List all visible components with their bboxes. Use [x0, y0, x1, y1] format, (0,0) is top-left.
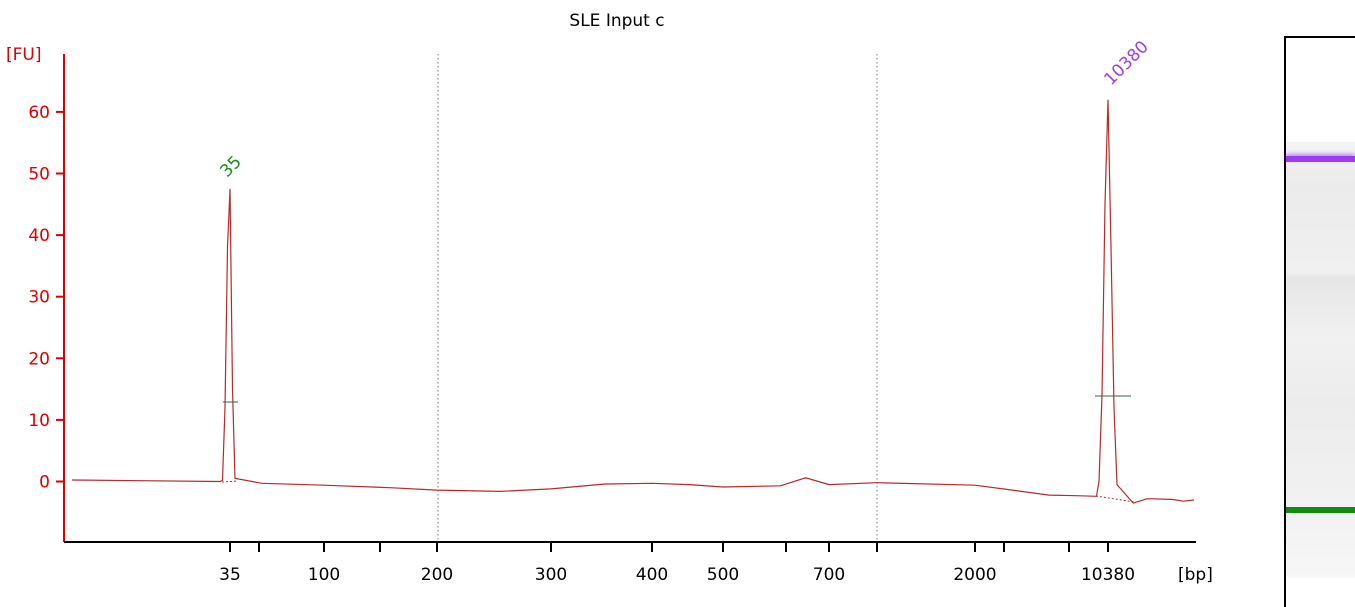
peaks: 35 10380 — [216, 37, 1153, 503]
x-tick-label: 300 — [535, 565, 567, 585]
peak-label-upper: 10380 — [1100, 37, 1152, 89]
x-tick-label: 10380 — [1081, 565, 1135, 585]
peak-label-lower: 35 — [216, 152, 245, 181]
y-tick-label: 0 — [39, 473, 50, 493]
x-tick-label: 500 — [707, 565, 739, 585]
x-axis-label: [bp] — [1178, 565, 1213, 585]
x-tick-label: 2000 — [953, 565, 996, 585]
gel-lane — [1286, 142, 1355, 578]
trace — [71, 99, 1195, 504]
y-tick-label: 20 — [28, 349, 50, 369]
y-axis-label: [FU] — [6, 45, 42, 65]
y-tick-label: 50 — [28, 165, 50, 185]
y-tick-label: 10 — [28, 411, 50, 431]
trace-line — [71, 99, 1195, 504]
y-axis: 0 10 20 30 40 50 60 — [28, 54, 65, 542]
peak-baseline — [221, 480, 239, 483]
gel-band-lower — [1286, 507, 1355, 513]
x-tick-label: 100 — [308, 565, 340, 585]
y-tick-label: 60 — [28, 103, 50, 123]
gel-band-upper — [1286, 156, 1355, 162]
x-tick-label: 400 — [636, 565, 668, 585]
x-tick-label: 35 — [219, 565, 241, 585]
gel-image-panel — [1284, 36, 1355, 607]
y-tick-label: 40 — [28, 226, 50, 246]
electropherogram: SLE Input c [FU] [bp] 0 10 20 30 40 50 60 35 10… — [6, 11, 1213, 585]
chart-title: SLE Input c — [569, 11, 664, 31]
dividers — [437, 54, 878, 542]
y-tick-label: 30 — [28, 288, 50, 308]
x-tick-label: 700 — [813, 565, 845, 585]
peak-baseline — [1095, 495, 1135, 503]
x-axis: 35 100 200 300 400 500 700 2000 10380 — [64, 541, 1196, 585]
x-tick-label: 200 — [421, 565, 453, 585]
